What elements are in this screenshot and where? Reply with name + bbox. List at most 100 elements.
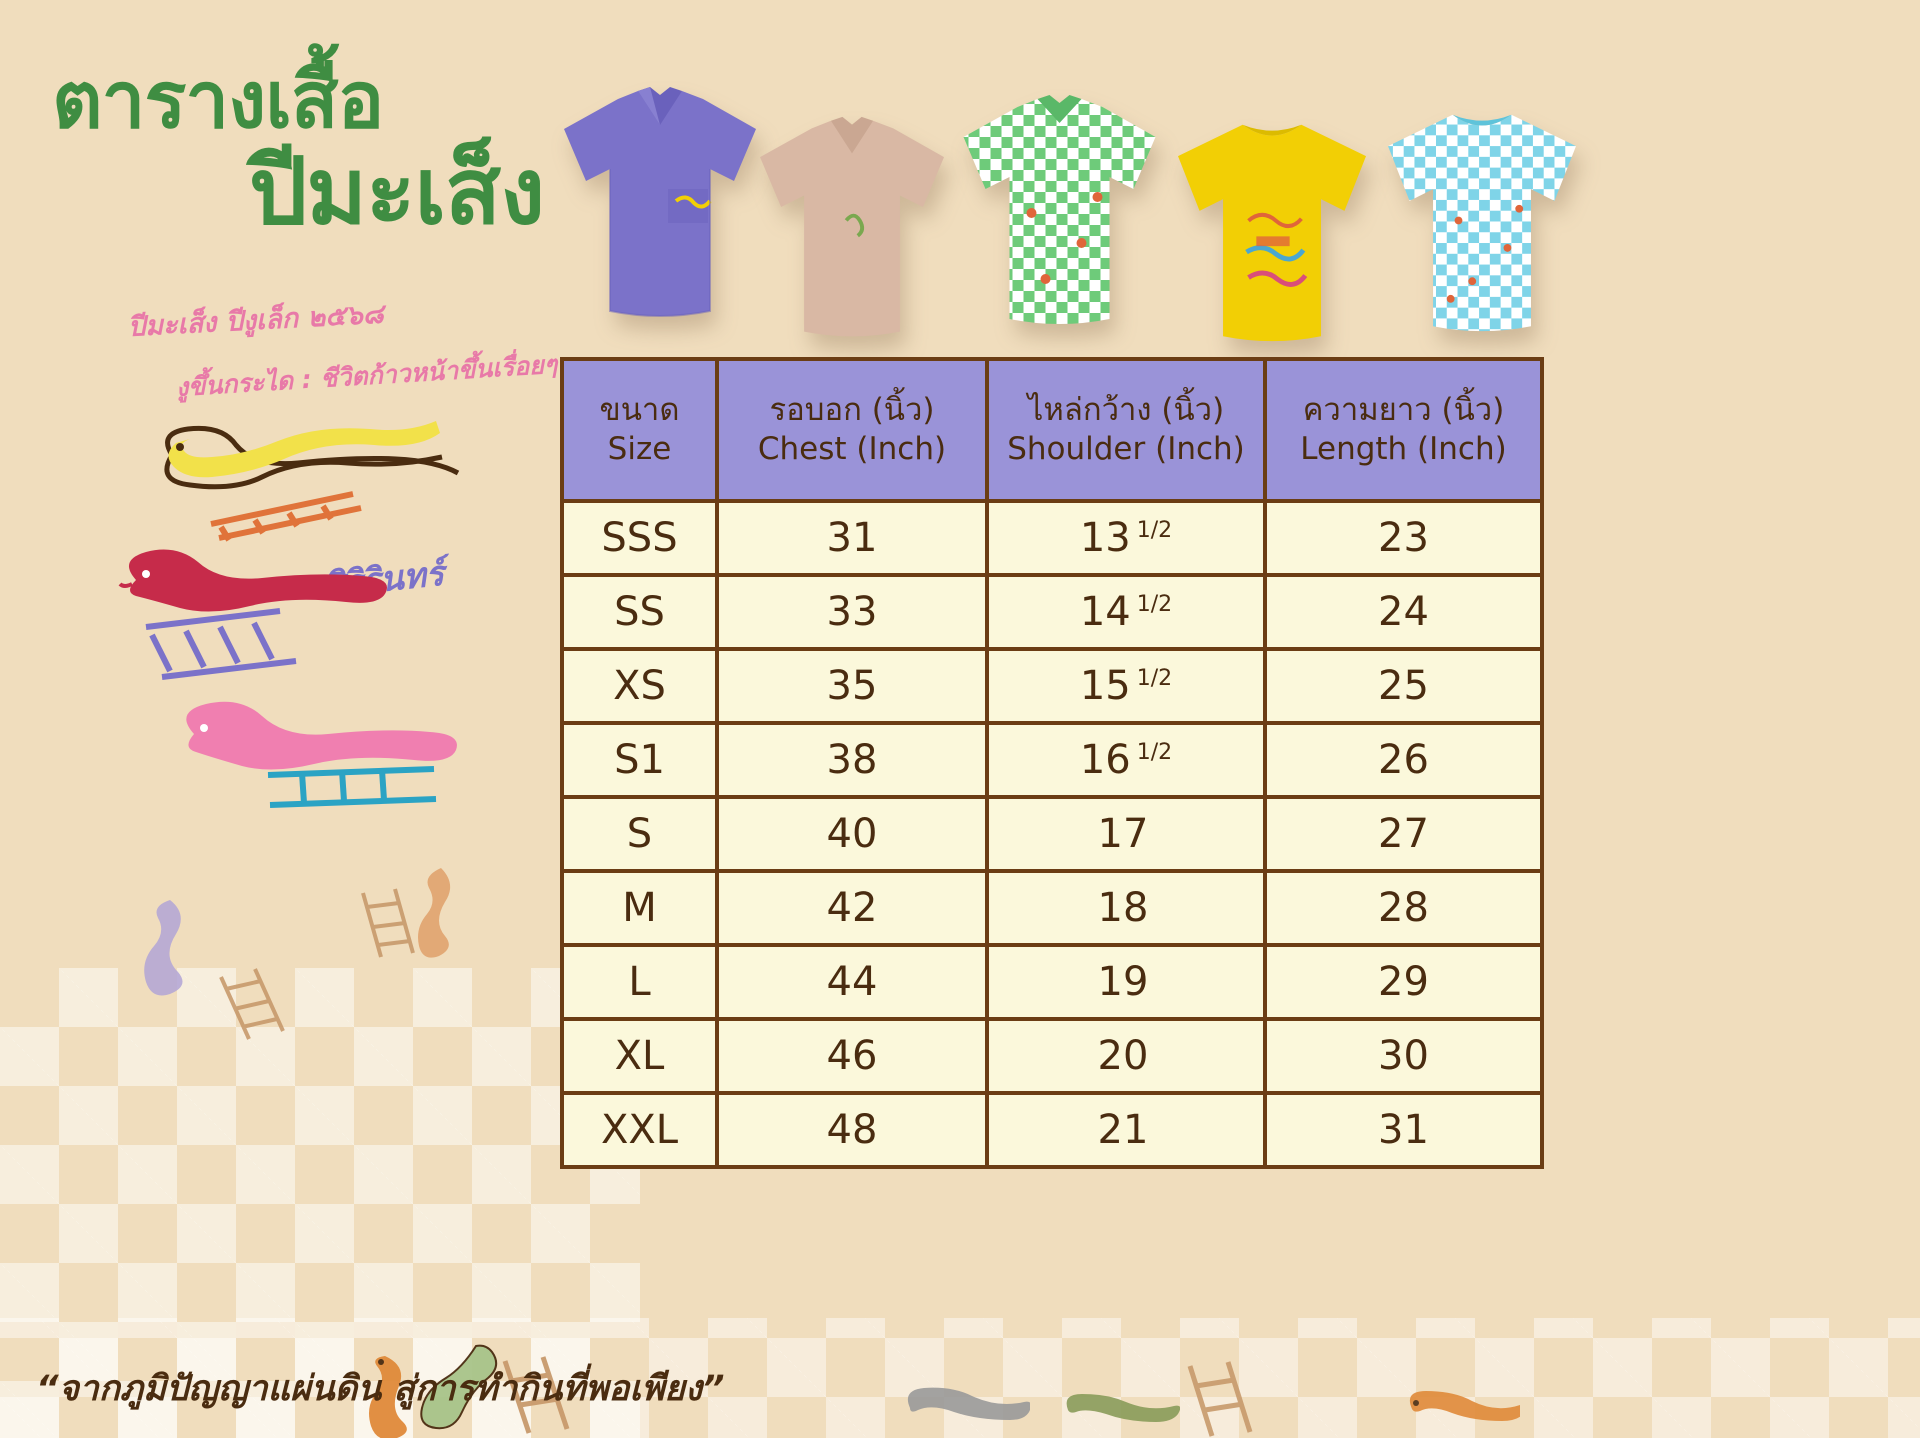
checker-pattern-bottom-left xyxy=(0,968,640,1438)
cell-shoulder-value: 15 xyxy=(1079,663,1131,709)
title-line-2: ปีมะเส็ง xyxy=(249,138,545,245)
cell-length: 29 xyxy=(1263,943,1544,1021)
cell-shoulder-fraction: 1/2 xyxy=(1136,517,1173,543)
cell-shoulder-fraction: 1/2 xyxy=(1136,665,1173,691)
cell-shoulder: 21 xyxy=(985,1091,1267,1169)
cell-shoulder-value: 19 xyxy=(1097,959,1149,1005)
cell-chest: 38 xyxy=(715,721,989,799)
size-chart-table-wrapper: ขนาด Size รอบอก (นิ้ว) Chest (Inch) ไหล่… xyxy=(560,357,1544,1169)
handwritten-note-proverb: งูขึ้นกระได : ชีวิตก้าวหน้าขึ้นเรื่อยๆ xyxy=(175,349,559,402)
polo-shirt-green-check xyxy=(963,95,1156,324)
column-header-chest-th: รอบอก (นิ้ว) xyxy=(769,392,935,429)
snake-bottom-grey xyxy=(907,1387,1030,1420)
cell-size: XXL xyxy=(560,1091,719,1169)
column-header-shoulder-th: ไหล่กว้าง (นิ้ว) xyxy=(1027,392,1225,429)
column-header-size-en: Size xyxy=(607,431,672,467)
cell-size: XS xyxy=(560,647,719,725)
snake-bottom-orange xyxy=(369,1356,407,1438)
cell-shoulder: 14 1/2 xyxy=(985,573,1267,651)
cell-chest: 46 xyxy=(715,1017,989,1095)
snake-bottom-olive xyxy=(1066,1394,1180,1422)
ladder-purple xyxy=(145,608,297,680)
cell-chest: 42 xyxy=(715,869,989,947)
cell-shoulder-value: 18 xyxy=(1097,885,1149,931)
cell-length: 31 xyxy=(1263,1091,1544,1169)
table-header-row: ขนาด Size รอบอก (นิ้ว) Chest (Inch) ไหล่… xyxy=(560,357,1544,503)
polo-shirt-beige xyxy=(760,116,945,337)
column-header-size: ขนาด Size xyxy=(560,357,719,503)
cell-size: M xyxy=(560,869,719,947)
column-header-length-en: Length (Inch) xyxy=(1300,431,1507,467)
snake-yellow xyxy=(164,421,460,490)
ladder-small-tan-1 xyxy=(361,888,415,958)
column-header-length: ความยาว (นิ้ว) Length (Inch) xyxy=(1263,357,1544,503)
size-chart-table: ขนาด Size รอบอก (นิ้ว) Chest (Inch) ไหล่… xyxy=(560,357,1544,1169)
polo-shirt-purple xyxy=(564,87,756,317)
column-header-shoulder-en: Shoulder (Inch) xyxy=(1007,431,1245,467)
cell-shoulder-value: 17 xyxy=(1097,811,1149,857)
cell-length: 24 xyxy=(1263,573,1544,651)
cell-shoulder: 15 1/2 xyxy=(985,647,1267,725)
ladder-bottom-tan xyxy=(502,1356,570,1434)
table-row: S1 38 16 1/2 26 xyxy=(560,721,1544,799)
page-title: ตารางเสื้อ ปีมะเส็ง xyxy=(52,62,572,241)
column-header-size-th: ขนาด xyxy=(599,392,680,429)
cell-shoulder: 18 xyxy=(985,869,1267,947)
cell-chest: 33 xyxy=(715,573,989,651)
cell-length: 25 xyxy=(1263,647,1544,725)
cell-shoulder-fraction: 1/2 xyxy=(1136,739,1173,765)
handwritten-note-year: ปีมะเส็ง ปีงูเล็ก ๒๕๖๘ xyxy=(127,298,385,343)
column-header-shoulder: ไหล่กว้าง (นิ้ว) Shoulder (Inch) xyxy=(985,357,1267,503)
footer-slogan: “จากภูมิปัญญาแผ่นดิน สู่การทำกินที่พอเพี… xyxy=(36,1369,725,1409)
cell-chest: 31 xyxy=(715,499,989,577)
cell-length: 30 xyxy=(1263,1017,1544,1095)
cell-chest: 48 xyxy=(715,1091,989,1169)
snake-pink xyxy=(186,701,457,770)
cell-length: 23 xyxy=(1263,499,1544,577)
cell-shoulder: 19 xyxy=(985,943,1267,1021)
cell-shoulder-value: 21 xyxy=(1097,1107,1149,1153)
cell-shoulder-value: 16 xyxy=(1079,737,1131,783)
cell-chest: 40 xyxy=(715,795,989,873)
cell-shoulder-value: 20 xyxy=(1097,1033,1149,1079)
snake-red xyxy=(118,549,387,612)
table-row: XXL 48 21 31 xyxy=(560,1091,1544,1169)
snake-small-orange xyxy=(418,868,451,958)
checker-pattern-bottom-strip xyxy=(0,1318,1920,1438)
table-row: XL 46 20 30 xyxy=(560,1017,1544,1095)
table-row: L 44 19 29 xyxy=(560,943,1544,1021)
table-row: S 40 17 27 xyxy=(560,795,1544,873)
cell-size: SS xyxy=(560,573,719,651)
snake-small-lavender xyxy=(144,900,183,996)
cell-chest: 35 xyxy=(715,647,989,725)
table-header: ขนาด Size รอบอก (นิ้ว) Chest (Inch) ไหล่… xyxy=(560,357,1544,503)
tee-shirt-blue-check xyxy=(1388,114,1577,332)
cell-size: S1 xyxy=(560,721,719,799)
table-row: SSS 31 13 1/2 23 xyxy=(560,499,1544,577)
cell-length: 28 xyxy=(1263,869,1544,947)
ladder-blue xyxy=(267,766,437,808)
ladder-orange xyxy=(210,491,362,542)
cell-length: 26 xyxy=(1263,721,1544,799)
table-body: SSS 31 13 1/2 23 SS 33 14 1/2 24 XS 35 15 1… xyxy=(560,499,1544,1169)
snake-bottom-orange-2 xyxy=(1409,1391,1520,1421)
table-row: M 42 18 28 xyxy=(560,869,1544,947)
cell-size: S xyxy=(560,795,719,873)
title-line-1: ตารางเสื้อ xyxy=(52,56,384,146)
tee-shirt-yellow xyxy=(1178,124,1367,342)
cell-shoulder: 13 1/2 xyxy=(985,499,1267,577)
cell-shoulder: 20 xyxy=(985,1017,1267,1095)
cell-shoulder-value: 14 xyxy=(1079,589,1131,635)
cell-shoulder-value: 13 xyxy=(1079,515,1131,561)
column-header-chest: รอบอก (นิ้ว) Chest (Inch) xyxy=(715,357,989,503)
shirt-gallery xyxy=(540,55,1600,345)
cell-length: 27 xyxy=(1263,795,1544,873)
cell-size: L xyxy=(560,943,719,1021)
column-header-length-th: ความยาว (นิ้ว) xyxy=(1302,392,1505,429)
cell-size: SSS xyxy=(560,499,719,577)
ladder-small-tan-2 xyxy=(219,968,285,1040)
cell-shoulder: 16 1/2 xyxy=(985,721,1267,799)
cell-shoulder-fraction: 1/2 xyxy=(1136,591,1173,617)
snake-bottom-green xyxy=(420,1344,498,1430)
